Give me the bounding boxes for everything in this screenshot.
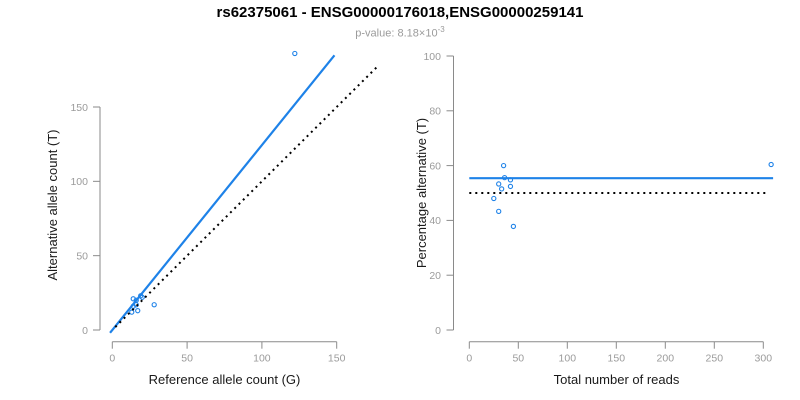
x-tick-label: 150 [608, 353, 626, 365]
left-x-axis-title: Reference allele count (G) [149, 372, 301, 387]
y-tick-label: 40 [429, 215, 441, 227]
pvalue-label: p-value: [355, 27, 398, 40]
x-tick-label: 150 [328, 353, 346, 365]
right-y-axis-title: Percentage alternative (T) [414, 118, 429, 268]
y-tick-label: 60 [429, 160, 441, 172]
data-point [768, 161, 774, 168]
x-tick-label: 100 [253, 353, 271, 365]
pvalue-exponent: -3 [437, 25, 445, 34]
y-tick-label: 50 [76, 250, 88, 262]
x-tick-label: 50 [512, 353, 524, 365]
data-point [496, 181, 502, 187]
data-point [498, 186, 505, 192]
y-tick-label: 0 [82, 325, 88, 337]
data-point [292, 50, 298, 57]
data-point [491, 195, 497, 202]
identity-line [114, 64, 380, 328]
left-y-axis-title: Alternative allele count (T) [45, 129, 60, 280]
figure-title: rs62375061 - ENSG00000176018,ENSG0000025… [216, 4, 584, 21]
x-tick-label: 100 [559, 353, 577, 365]
x-tick-label: 0 [109, 353, 115, 365]
y-tick-label: 20 [429, 270, 441, 282]
x-tick-label: 250 [706, 353, 724, 365]
y-tick-label: 0 [435, 325, 441, 337]
percentage-vs-coverage-panel: 0 20 40 60 80 100 0 50 100 150 200 250 300 [423, 51, 774, 365]
fit-line [109, 54, 336, 334]
allele-counts-panel: 0 50 100 150 0 50 100 150 [70, 50, 380, 365]
pvalue-subtitle: p-value: 8.18×10-3 [0, 25, 800, 40]
data-point [510, 223, 517, 230]
y-tick-label: 80 [429, 106, 441, 118]
data-point [500, 162, 507, 169]
data-point [129, 309, 135, 315]
x-tick-label: 200 [657, 353, 675, 365]
x-tick-label: 0 [466, 353, 472, 365]
data-point [496, 208, 502, 215]
x-tick-label: 300 [755, 353, 773, 365]
y-tick-label: 150 [70, 102, 88, 114]
data-point [151, 302, 157, 308]
x-tick-label: 50 [181, 353, 193, 365]
data-point [135, 308, 141, 314]
pvalue-times-ten: ×10 [418, 27, 438, 40]
y-tick-label: 100 [70, 176, 88, 188]
data-point [507, 183, 514, 190]
pvalue-mantissa: 8.18 [397, 27, 419, 40]
y-tick-label: 100 [423, 51, 441, 63]
right-x-axis-title: Total number of reads [554, 372, 680, 387]
